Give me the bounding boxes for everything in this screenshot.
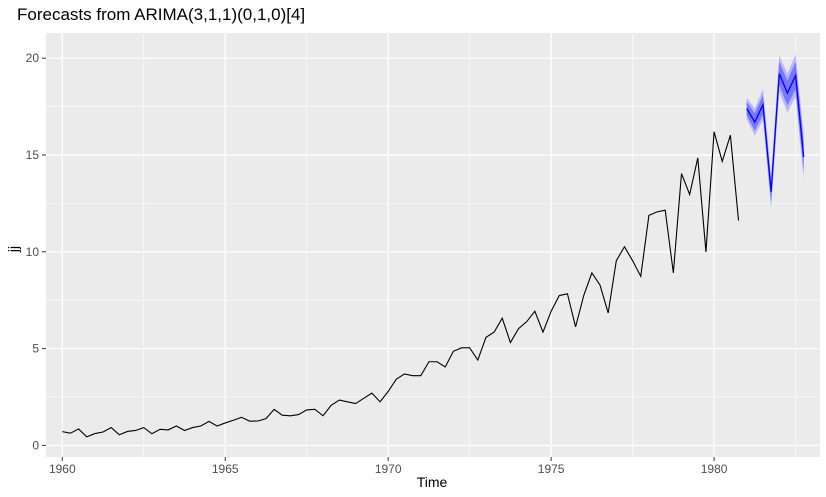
y-tick-label: 15 (26, 148, 40, 162)
x-tick-label: 1965 (212, 462, 239, 476)
y-axis-title: jj (5, 246, 21, 253)
y-tick-label: 20 (26, 51, 40, 65)
y-tick-label: 0 (32, 438, 39, 452)
axes: 1960 1965 1970 1975 1980 0 5 10 15 20 (26, 51, 728, 476)
minor-gridlines (46, 33, 820, 457)
x-tick-label: 1970 (375, 462, 402, 476)
x-tick-label: 1975 (538, 462, 565, 476)
x-tick-label: 1980 (701, 462, 728, 476)
plot-panel (46, 33, 820, 457)
series-lines (62, 73, 805, 438)
x-tick-label: 1960 (49, 462, 76, 476)
major-gridlines (46, 33, 820, 457)
x-axis-title: Time (417, 474, 448, 490)
history-line (62, 131, 740, 438)
y-tick-label: 5 (32, 342, 39, 356)
forecast-line (746, 73, 805, 192)
chart-title: Forecasts from ARIMA(3,1,1)(0,1,0)[4] (17, 5, 306, 24)
y-tick-label: 10 (26, 245, 40, 259)
